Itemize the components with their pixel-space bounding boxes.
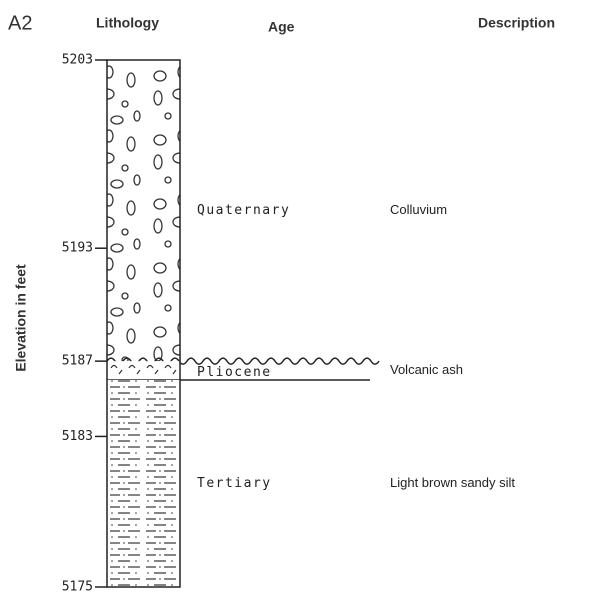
age-header: Age — [268, 19, 295, 35]
tick-label: 5187 — [62, 354, 93, 369]
description-label: Light brown sandy silt — [390, 475, 515, 490]
stratigraphic-column: A2 Lithology Age Description Elevation i… — [0, 0, 590, 596]
age-label: Pliocene — [197, 365, 272, 380]
axis-label: Elevation in feet — [13, 264, 29, 372]
lithology-layer — [107, 380, 180, 587]
tick-label: 5193 — [62, 241, 93, 256]
lithology-layer — [107, 361, 180, 380]
tick-label: 5183 — [62, 429, 93, 444]
tick-label: 5175 — [62, 580, 93, 595]
lithology-header: Lithology — [96, 15, 159, 31]
description-header: Description — [478, 15, 555, 31]
tick-label: 5203 — [62, 53, 93, 68]
column-id: A2 — [8, 12, 32, 34]
age-label: Tertiary — [197, 476, 272, 491]
description-label: Volcanic ash — [390, 362, 463, 377]
lithology-layer — [107, 60, 180, 361]
description-label: Colluvium — [390, 202, 447, 217]
age-label: Quaternary — [197, 203, 290, 218]
